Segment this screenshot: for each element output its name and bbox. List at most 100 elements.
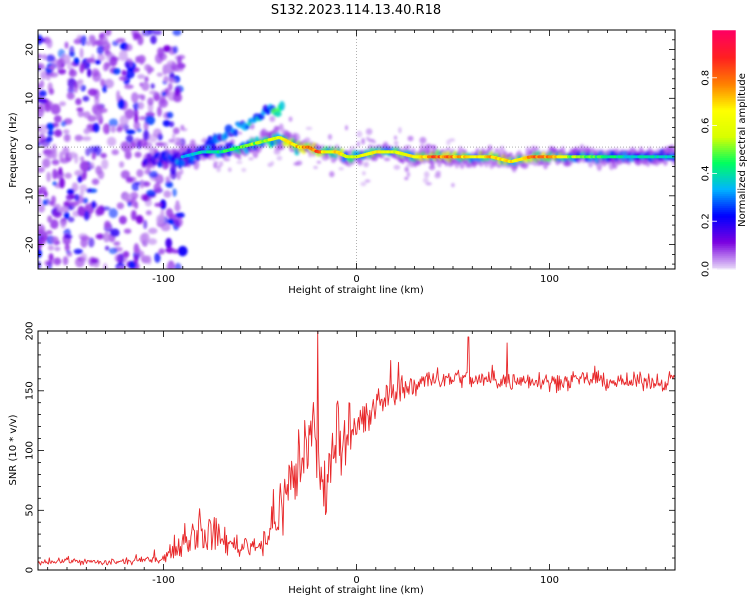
heatmap-cell	[95, 165, 103, 175]
heatmap-cell	[74, 193, 80, 202]
colorbar-step	[712, 65, 736, 69]
heatmap-cell	[154, 252, 161, 263]
heatmap-cell	[144, 64, 151, 71]
colorbar-tick-label: 0.0	[701, 261, 712, 277]
heatmap-cell	[42, 53, 47, 61]
colorbar-step	[712, 253, 736, 256]
heatmap-cell	[162, 142, 169, 149]
heatmap-cell	[294, 133, 300, 143]
heatmap-cell	[96, 104, 103, 111]
heatmap-cell	[100, 35, 108, 45]
heatmap-cell	[241, 167, 247, 173]
heatmap-cell	[141, 81, 150, 91]
heatmap-cell	[91, 116, 97, 121]
heatmap-cell	[100, 79, 105, 87]
colorbar-step	[712, 259, 736, 262]
heatmap-cell	[38, 63, 45, 70]
heatmap-cell	[59, 101, 66, 107]
heatmap-cell	[142, 194, 149, 202]
heatmap-cell	[133, 254, 139, 265]
heatmap-cell	[38, 111, 44, 116]
colorbar-tick-label: 0.6	[701, 118, 712, 134]
heatmap-cell	[154, 202, 164, 207]
heatmap-cell	[46, 76, 51, 81]
heatmap-cell	[51, 195, 56, 205]
heatmap-cell	[81, 136, 92, 142]
heatmap-cell	[168, 138, 176, 143]
heatmap-cell	[48, 72, 59, 78]
heatmap-cell	[74, 170, 83, 177]
heatmap-cell	[50, 103, 61, 115]
heatmap-cell	[73, 80, 79, 88]
heatmap-cell	[118, 215, 127, 225]
colorbar-step	[712, 55, 736, 59]
heatmap-cell	[38, 90, 47, 97]
heatmap-cell	[133, 101, 139, 111]
colorbar-step	[712, 173, 736, 176]
heatmap-cell	[77, 109, 85, 118]
colorbar-tick-label: 0.4	[701, 165, 712, 181]
colorbar-step	[712, 235, 736, 238]
heatmap-cell	[83, 210, 90, 221]
heatmap-cell	[149, 90, 158, 95]
colorbar-step	[712, 129, 736, 133]
heatmap-cell	[365, 128, 373, 136]
heatmap-cell	[45, 54, 56, 63]
colorbar-step	[712, 221, 736, 224]
heatmap-y-tick-label: -20	[25, 236, 36, 252]
heatmap-x-tick-label: 100	[540, 274, 559, 285]
colorbar-step	[712, 151, 736, 155]
heatmap-cell	[124, 84, 134, 90]
heatmap-cell	[59, 177, 65, 189]
heatmap-cell	[419, 136, 427, 144]
heatmap-cell	[60, 220, 67, 229]
heatmap-cell	[175, 140, 182, 147]
colorbar-step	[712, 101, 736, 105]
colorbar-step	[712, 257, 736, 260]
heatmap-cell	[135, 215, 144, 224]
heatmap-cell	[46, 230, 53, 235]
heatmap-cell	[157, 47, 165, 58]
heatmap-cell	[80, 253, 88, 263]
heatmap-cell	[101, 159, 109, 170]
heatmap-cell	[111, 149, 119, 156]
heatmap-cell	[398, 127, 402, 134]
heatmap-cell	[63, 201, 70, 207]
heatmap-cell	[47, 245, 55, 251]
heatmap-cell	[167, 218, 175, 225]
heatmap-cell	[88, 34, 96, 43]
heatmap-cell	[100, 152, 107, 159]
heatmap-cell	[424, 171, 430, 178]
colorbar-tick-label: 0.2	[701, 213, 712, 229]
heatmap-cell	[140, 255, 151, 263]
heatmap-cell	[77, 79, 84, 85]
snr-series-line	[38, 331, 675, 566]
heatmap-cell	[103, 262, 108, 269]
heatmap-cell	[177, 245, 188, 257]
heatmap-cell	[67, 216, 75, 223]
heatmap-cell	[137, 35, 144, 46]
colorbar: 0.0 0.2 0.4 0.6 0.8 Normalized spectral ampl…	[701, 29, 748, 277]
heatmap-cell	[176, 62, 186, 69]
heatmap-cell	[169, 121, 175, 128]
heatmap-cell	[434, 173, 441, 179]
heatmap-cell	[166, 60, 176, 66]
colorbar-step	[712, 30, 736, 33]
heatmap-cell	[674, 154, 675, 156]
heatmap-cell	[46, 171, 51, 182]
heatmap-cell	[46, 38, 53, 49]
heatmap-cell	[103, 232, 110, 243]
heatmap-cell	[92, 122, 100, 133]
heatmap-cell	[52, 181, 57, 186]
colorbar-step	[712, 45, 736, 49]
snr-y-ticks: 0 50 100 150 200	[25, 321, 675, 573]
heatmap-cell	[64, 243, 70, 252]
heatmap-cell	[181, 128, 188, 132]
heatmap-cell	[91, 178, 100, 185]
colorbar-step	[712, 169, 736, 173]
heatmap-cell	[80, 235, 90, 241]
colorbar-step	[712, 251, 736, 254]
heatmap-cell	[144, 199, 152, 207]
heatmap-cell	[356, 130, 363, 138]
heatmap-cell	[136, 169, 144, 178]
